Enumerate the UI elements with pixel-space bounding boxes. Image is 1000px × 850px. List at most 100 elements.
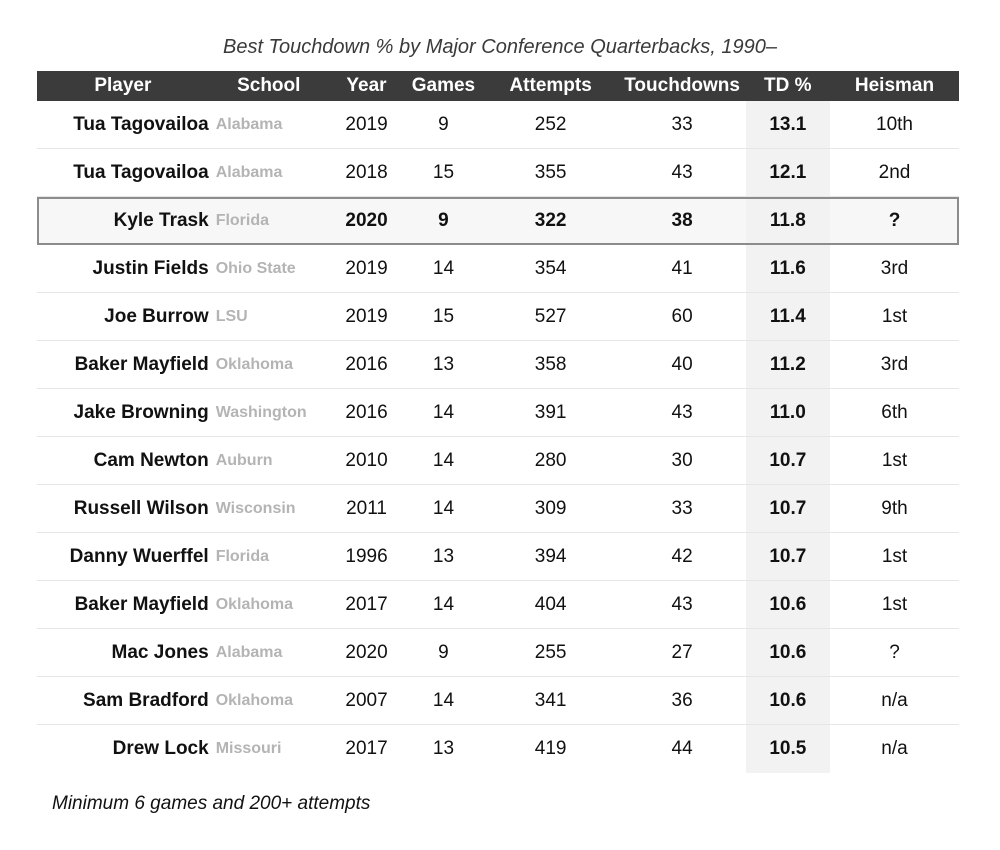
td-pct-cell: 10.6 — [745, 629, 830, 677]
touchdowns-cell: 36 — [671, 690, 693, 711]
school-cell: LSU — [215, 308, 248, 325]
touchdowns-cell: 33 — [671, 498, 693, 519]
school-cell: Missouri — [215, 740, 282, 757]
td-pct-cell: 11.8 — [745, 197, 830, 245]
heisman-cell: n/a — [881, 738, 908, 759]
attempts-cell: 255 — [534, 642, 567, 663]
player-cell: Baker Mayfield — [74, 594, 209, 615]
table-row: Sam Bradford Oklahoma 2007 14 341 36 10.6 n/a — [37, 677, 959, 725]
touchdowns-cell: 43 — [671, 594, 693, 615]
heisman-cell: 1st — [881, 546, 908, 567]
year-cell: 2020 — [345, 642, 388, 663]
table-header: Player School Year Games Attempts Touchd… — [37, 71, 959, 101]
school-cell: Wisconsin — [215, 500, 296, 517]
qb-table: Player School Year Games Attempts Touchd… — [37, 71, 959, 773]
player-cell: Justin Fields — [92, 258, 209, 279]
player-cell: Tua Tagovailoa — [73, 114, 209, 135]
year-cell: 2019 — [345, 114, 388, 135]
attempts-cell: 309 — [534, 498, 567, 519]
header-school: School — [237, 75, 301, 96]
games-cell: 14 — [432, 402, 455, 423]
games-cell: 9 — [438, 114, 449, 135]
heisman-cell: 2nd — [878, 162, 911, 183]
td-pct-cell: 10.5 — [745, 725, 830, 773]
touchdowns-cell: 43 — [671, 162, 693, 183]
attempts-cell: 394 — [534, 546, 567, 567]
table-row: Russell Wilson Wisconsin 2011 14 309 33 10.7 9t… — [37, 485, 959, 533]
footnote: Minimum 6 games and 200+ attempts — [52, 793, 371, 814]
td-pct-cell: 13.1 — [745, 101, 830, 149]
td-pct-cell: 11.0 — [745, 389, 830, 437]
table-row: Tua Tagovailoa Alabama 2019 9 252 33 13.1 10th — [37, 101, 959, 149]
table-row: Danny Wuerffel Florida 1996 13 394 42 10.7 1st — [37, 533, 959, 581]
year-cell: 2007 — [345, 690, 388, 711]
year-cell: 2010 — [345, 450, 388, 471]
table-row: Justin Fields Ohio State 2019 14 354 41 11.6 3r… — [37, 245, 959, 293]
heisman-cell: ? — [888, 210, 901, 231]
attempts-cell: 358 — [534, 354, 567, 375]
touchdowns-cell: 60 — [671, 306, 693, 327]
year-cell: 2019 — [345, 258, 388, 279]
player-cell: Jake Browning — [73, 402, 209, 423]
games-cell: 14 — [432, 258, 455, 279]
year-cell: 2011 — [346, 498, 387, 519]
player-cell: Russell Wilson — [73, 498, 209, 519]
school-cell: Ohio State — [215, 260, 296, 277]
touchdowns-cell: 42 — [671, 546, 693, 567]
touchdowns-cell: 30 — [671, 450, 693, 471]
heisman-cell: n/a — [881, 690, 908, 711]
player-cell: Joe Burrow — [104, 306, 209, 327]
player-cell: Sam Bradford — [83, 690, 209, 711]
year-cell: 2016 — [345, 402, 388, 423]
games-cell: 15 — [432, 162, 455, 183]
td-pct-cell: 11.2 — [745, 341, 830, 389]
heisman-cell: 9th — [881, 498, 908, 519]
school-cell: Auburn — [215, 452, 273, 469]
player-cell: Danny Wuerffel — [69, 546, 209, 567]
td-pct-cell: 11.4 — [745, 293, 830, 341]
year-cell: 2017 — [345, 738, 388, 759]
school-cell: Alabama — [215, 116, 283, 133]
games-cell: 14 — [432, 594, 455, 615]
attempts-cell: 419 — [534, 738, 567, 759]
games-cell: 14 — [432, 450, 455, 471]
year-cell: 1996 — [345, 546, 388, 567]
td-pct-cell: 10.7 — [745, 533, 830, 581]
heisman-cell: 1st — [881, 450, 908, 471]
year-cell: 2017 — [345, 594, 388, 615]
td-pct-cell: 10.6 — [745, 677, 830, 725]
touchdowns-cell: 41 — [671, 258, 693, 279]
header-games: Games — [411, 75, 476, 96]
school-cell: Oklahoma — [215, 596, 294, 613]
games-cell: 13 — [432, 738, 455, 759]
attempts-cell: 355 — [534, 162, 567, 183]
player-cell: Tua Tagovailoa — [73, 162, 209, 183]
header-year: Year — [346, 75, 387, 96]
player-cell: Baker Mayfield — [74, 354, 209, 375]
table-body: Tua Tagovailoa Alabama 2019 9 252 33 13.1 10th T… — [37, 101, 959, 773]
heisman-cell: 3rd — [880, 258, 909, 279]
table-row: Tua Tagovailoa Alabama 2018 15 355 43 12.1 2nd — [37, 149, 959, 197]
heisman-cell: 3rd — [880, 354, 909, 375]
td-pct-cell: 12.1 — [745, 149, 830, 197]
attempts-cell: 391 — [534, 402, 567, 423]
games-cell: 13 — [432, 354, 455, 375]
table-row: Jake Browning Washington 2016 14 391 43 11.0 6t… — [37, 389, 959, 437]
school-cell: Washington — [215, 404, 307, 421]
games-cell: 9 — [438, 642, 449, 663]
td-pct-cell: 11.6 — [745, 245, 830, 293]
games-cell: 13 — [432, 546, 455, 567]
games-cell: 9 — [438, 210, 449, 231]
attempts-cell: 527 — [534, 306, 567, 327]
td-pct-cell: 10.7 — [745, 437, 830, 485]
touchdowns-cell: 33 — [671, 114, 693, 135]
table-row: Drew Lock Missouri 2017 13 419 44 10.5 n/a — [37, 725, 959, 773]
year-cell: 2016 — [345, 354, 388, 375]
chart-title: Best Touchdown % by Major Conference Qua… — [222, 36, 777, 58]
header-td-pct: TD % — [745, 71, 830, 101]
attempts-cell: 252 — [534, 114, 567, 135]
attempts-cell: 341 — [534, 690, 567, 711]
attempts-cell: 354 — [534, 258, 567, 279]
table-row: Baker Mayfield Oklahoma 2016 13 358 40 11.2 3rd — [37, 341, 959, 389]
school-cell: Alabama — [215, 644, 283, 661]
